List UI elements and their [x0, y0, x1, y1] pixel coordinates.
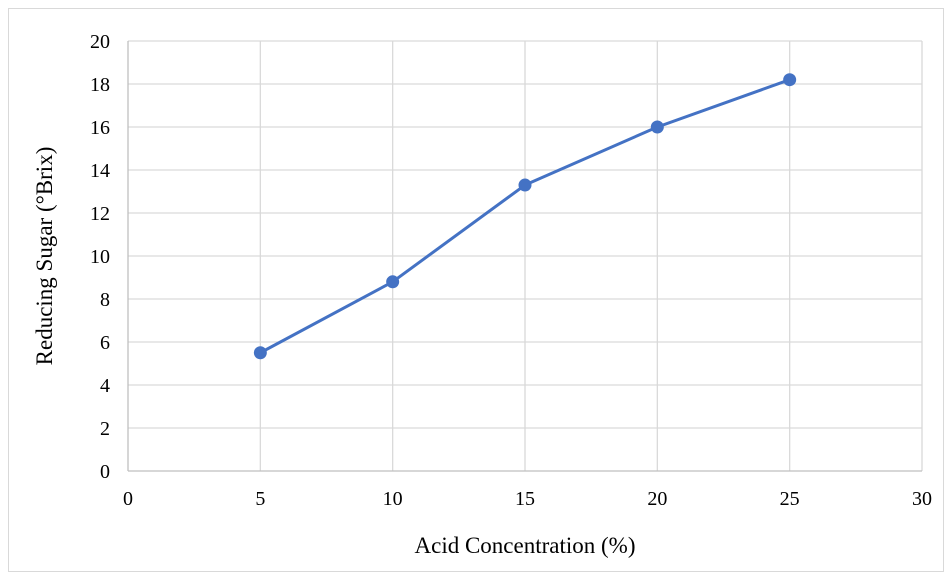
x-tick-label: 10 [383, 488, 403, 510]
data-point [650, 120, 664, 134]
data-point [783, 73, 797, 87]
y-tick-label: 18 [90, 74, 110, 96]
axes [127, 41, 922, 472]
x-axis-label: Acid Concentration (%) [415, 533, 636, 558]
y-tick-label: 16 [90, 117, 110, 139]
y-tick-label: 20 [90, 31, 110, 53]
y-tick-label: 10 [90, 246, 110, 268]
y-tick-labels: 0 2 4 6 8 10 12 14 16 18 20 [90, 31, 110, 483]
data-point [253, 346, 267, 360]
chart-frame [8, 8, 944, 572]
y-tick-label: 6 [100, 332, 110, 354]
data-point [518, 178, 532, 192]
y-axis-label: Reducing Sugar (°Brix) [32, 147, 57, 366]
x-tick-label: 30 [912, 488, 932, 510]
x-tick-label: 25 [780, 488, 800, 510]
x-tick-labels: 0 5 10 15 20 25 30 [123, 488, 932, 510]
x-tick-label: 20 [647, 488, 667, 510]
x-tick-label: 0 [123, 488, 133, 510]
y-tick-label: 12 [90, 203, 110, 225]
x-tick-label: 15 [515, 488, 535, 510]
y-tick-label: 8 [100, 289, 110, 311]
x-tick-label: 5 [255, 488, 265, 510]
y-tick-label: 0 [100, 461, 110, 483]
y-tick-label: 4 [100, 375, 110, 397]
y-tick-label: 14 [90, 160, 110, 182]
data-series [253, 73, 797, 360]
grid-lines [128, 40, 923, 471]
data-point [386, 275, 400, 289]
y-tick-label: 2 [100, 418, 110, 440]
